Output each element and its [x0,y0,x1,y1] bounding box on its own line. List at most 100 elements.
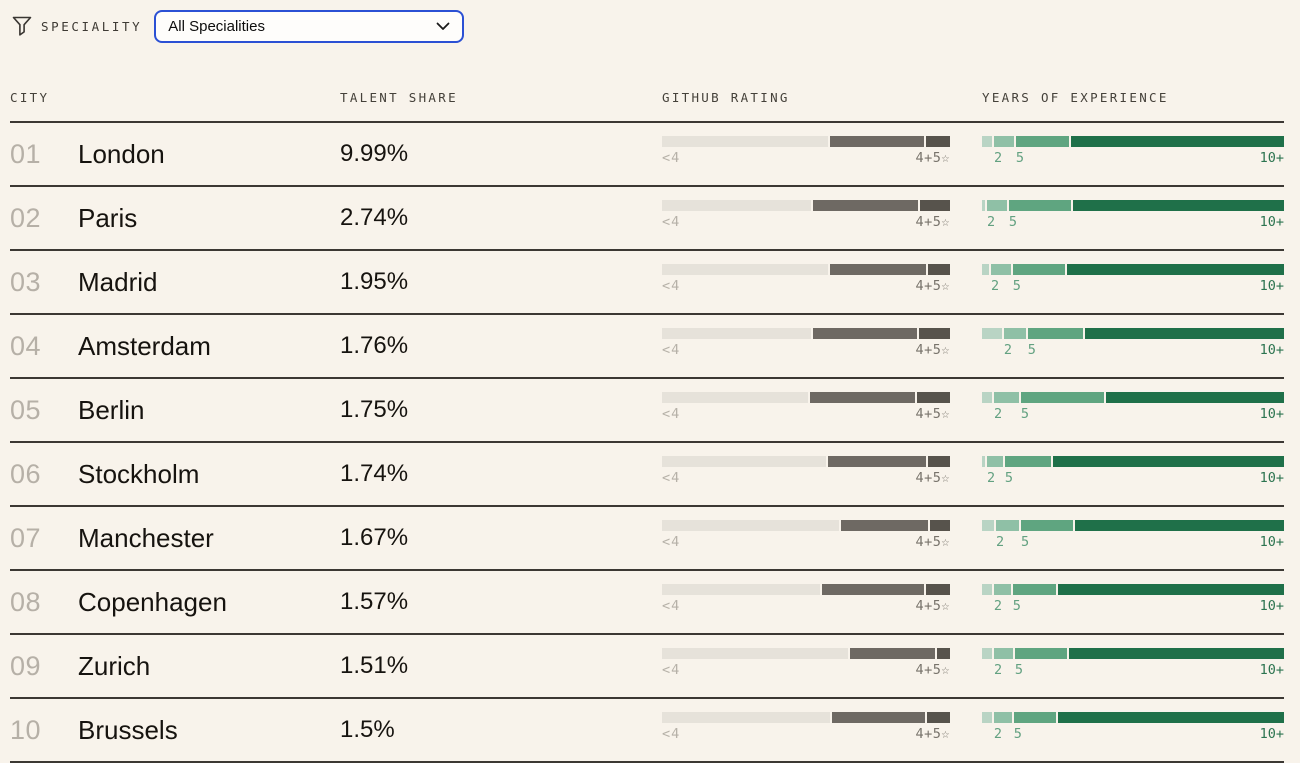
talent-share: 1.74% [340,460,409,487]
github-rating-bar: <4 4+5☆ [662,648,950,678]
github-rating-bar: <4 4+5☆ [662,584,950,614]
city-name: Copenhagen [78,586,227,617]
talent-share: 1.75% [340,396,409,423]
years-label-10plus: 10+ [1259,598,1284,614]
years-label-10plus: 10+ [1259,342,1284,358]
talent-share: 1.57% [340,588,409,615]
github-label-lt4: <4 [662,150,681,166]
github-label-lt4: <4 [662,278,681,294]
rank-number: 05 [10,394,42,425]
github-label-4plus-5star: 4+5☆ [915,726,950,742]
column-header-city: CITY [10,90,50,105]
column-header-github: GITHUB RATING [662,90,790,105]
years-experience-bar: 2 5 10+ [982,520,1284,550]
years-label-2: 2 [986,470,996,486]
rank-number: 02 [10,202,42,233]
years-experience-bar: 2 5 10+ [982,264,1284,294]
rank-number: 01 [10,138,42,169]
table-row: 06 Stockholm 1.74% <4 4+5☆ 2 5 10+ [10,443,1284,507]
github-rating-bar: <4 4+5☆ [662,328,950,358]
city-name: Paris [78,202,138,233]
github-label-4plus-5star: 4+5☆ [915,662,950,678]
years-experience-bar: 2 5 10+ [982,712,1284,742]
years-experience-bar: 2 5 10+ [982,328,1284,358]
rank-number: 09 [10,650,42,681]
years-label-2: 2 [993,150,1003,166]
table-row: 10 Brussels 1.5% <4 4+5☆ 2 5 10+ [10,699,1284,763]
years-experience-bar: 2 5 10+ [982,584,1285,614]
city-name: Manchester [78,522,214,553]
table-row: 08 Copenhagen 1.57% <4 4+5☆ 2 5 10+ [10,571,1285,635]
years-experience-bar: 2 5 10+ [982,392,1284,422]
filter-bar: SPECIALITY All Specialities [10,0,1284,44]
years-label-2: 2 [993,662,1003,678]
table-row: 02 Paris 2.74% <4 4+5☆ 2 5 10+ [10,187,1284,251]
table-row: 03 Madrid 1.95% <4 4+5☆ 2 5 10+ [10,251,1284,315]
filter-funnel-icon [12,16,32,36]
github-rating-bar: <4 4+5☆ [662,392,950,422]
column-header-years: YEARS OF EXPERIENCE [982,90,1169,105]
years-label-2: 2 [993,598,1003,614]
rank-number: 03 [10,266,42,297]
years-label-5: 5 [1020,406,1029,422]
talent-share: 1.67% [340,524,409,551]
years-label-2: 2 [990,278,1000,294]
rank-number: 04 [10,330,42,361]
github-label-4plus-5star: 4+5☆ [915,470,950,486]
city-name: London [78,138,165,169]
years-label-10plus: 10+ [1259,150,1284,166]
city-name: Madrid [78,266,158,297]
years-label-2: 2 [1003,342,1012,358]
github-label-lt4: <4 [662,598,681,614]
city-ranking-list: 01 London 9.99% <4 4+5☆ 2 5 10+ 02 Paris… [10,123,1285,763]
talent-share: 1.95% [340,268,409,295]
rank-number: 08 [10,586,42,617]
city-name: Stockholm [78,458,200,489]
github-label-4plus-5star: 4+5☆ [915,214,950,230]
github-rating-bar: <4 4+5☆ [662,520,950,550]
table-row: 04 Amsterdam 1.76% <4 4+5☆ 2 5 10+ [10,315,1284,379]
years-label-5: 5 [1014,662,1024,678]
years-label-5: 5 [1013,726,1022,742]
city-name: Berlin [78,394,145,425]
github-label-4plus-5star: 4+5☆ [915,342,950,358]
github-label-4plus-5star: 4+5☆ [915,150,950,166]
years-label-5: 5 [1027,342,1036,358]
years-label-5: 5 [1004,470,1013,486]
talent-share: 2.74% [340,204,409,231]
rank-number: 10 [10,714,42,745]
city-name: Zurich [78,650,151,681]
years-experience-bar: 2 5 10+ [982,648,1284,678]
filter-label: SPECIALITY [41,18,143,34]
rank-number: 06 [10,458,42,489]
years-label-5: 5 [1008,214,1018,230]
github-label-4plus-5star: 4+5☆ [915,406,950,422]
city-name: Brussels [78,714,178,745]
years-label-2: 2 [993,726,1003,742]
talent-share: 1.51% [340,652,409,679]
years-experience-bar: 2 5 10+ [982,456,1284,486]
speciality-select[interactable]: All Specialities [154,9,465,43]
years-label-5: 5 [1012,278,1021,294]
years-experience-bar: 2 5 10+ [982,200,1284,230]
talent-share: 9.99% [340,140,409,167]
github-label-lt4: <4 [662,470,681,486]
table-row: 07 Manchester 1.67% <4 4+5☆ 2 5 10+ [10,507,1284,571]
rank-number: 07 [10,522,42,553]
table-row: 09 Zurich 1.51% <4 4+5☆ 2 5 10+ [10,635,1284,699]
years-label-2: 2 [993,406,1003,422]
github-rating-bar: <4 4+5☆ [662,200,951,230]
speciality-select-value: All Specialities [168,17,265,35]
github-label-lt4: <4 [662,406,681,422]
years-label-5: 5 [1021,534,1030,550]
table-row: 05 Berlin 1.75% <4 4+5☆ 2 5 10+ [10,379,1284,443]
years-experience-bar: 2 5 10+ [982,136,1285,166]
column-header-share: TALENT SHARE [340,90,458,105]
table-header: CITY TALENT SHARE GITHUB RATING YEARS OF… [10,90,1284,123]
github-rating-bar: <4 4+5☆ [662,136,950,166]
years-label-10plus: 10+ [1259,726,1284,742]
github-label-4plus-5star: 4+5☆ [915,534,950,550]
years-label-5: 5 [1015,150,1025,166]
github-label-4plus-5star: 4+5☆ [915,598,950,614]
table-row: 01 London 9.99% <4 4+5☆ 2 5 10+ [10,123,1285,187]
